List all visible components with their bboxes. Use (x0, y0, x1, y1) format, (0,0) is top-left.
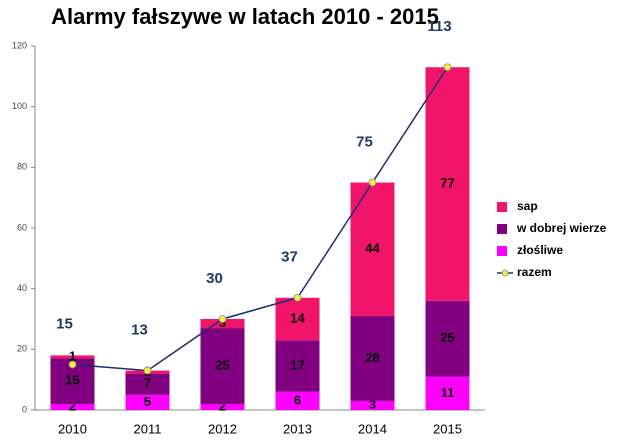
total-label: 113 (427, 18, 451, 35)
data-label: 25 (440, 330, 454, 345)
chart-title: Alarmy fałszywe w latach 2010 - 2015 (51, 4, 439, 29)
bar-segment (50, 403, 95, 410)
data-label: 3 (369, 397, 376, 412)
data-label: 2 (69, 398, 76, 413)
bar-segment (125, 394, 170, 410)
legend-swatch (497, 224, 507, 234)
data-label: 5 (144, 394, 151, 409)
x-tick-label: 2010 (58, 421, 87, 436)
data-label: 15 (65, 373, 79, 388)
legend-swatch (497, 202, 507, 212)
data-label: 2 (219, 398, 226, 413)
data-label: 7 (144, 376, 151, 391)
x-tick-label: 2012 (208, 421, 237, 436)
total-label: 13 (131, 322, 148, 339)
data-label: 11 (441, 385, 455, 400)
y-tick-label: 80 (17, 162, 27, 172)
bar-segment (125, 373, 170, 395)
line-marker (368, 178, 377, 187)
data-label: 77 (440, 175, 454, 190)
line-marker (293, 293, 302, 302)
bar-segment (425, 376, 470, 410)
line-marker (143, 366, 152, 375)
legend-label: sap (517, 199, 538, 213)
data-label: 6 (294, 392, 301, 407)
total-label: 75 (356, 133, 373, 150)
legend-swatch (497, 246, 507, 256)
y-tick-label: 120 (12, 40, 27, 50)
bar-segment (350, 315, 395, 401)
data-label: 14 (290, 310, 305, 325)
total-label: 15 (56, 315, 73, 332)
data-label: 28 (365, 350, 379, 365)
legend-label: w dobrej wierze (516, 221, 607, 235)
line-marker (68, 360, 77, 369)
bar-segment (275, 297, 320, 341)
bar-segment (275, 340, 320, 392)
bar-segment (200, 403, 245, 410)
bar-segment (50, 355, 95, 359)
y-tick-label: 60 (17, 222, 27, 232)
legend-label: złośliwe (517, 243, 563, 257)
legend-label: razem (517, 265, 552, 279)
total-label: 30 (206, 270, 223, 287)
line-marker (443, 63, 452, 72)
x-tick-label: 2015 (433, 421, 462, 436)
data-label: 17 (290, 357, 304, 372)
line-marker (218, 315, 227, 323)
y-tick-label: 40 (17, 283, 27, 293)
bar-segment (425, 67, 470, 301)
x-tick-label: 2014 (358, 421, 387, 436)
data-label: 44 (365, 241, 380, 256)
y-tick-label: 100 (12, 101, 27, 111)
y-tick-label: 0 (22, 404, 27, 414)
bar-segment (275, 391, 320, 410)
bar-segment (200, 319, 245, 329)
data-label: 25 (215, 357, 229, 372)
x-tick-label: 2013 (283, 421, 312, 436)
total-label: 37 (281, 249, 298, 266)
bar-segment (350, 400, 395, 410)
legend-marker (501, 269, 509, 277)
line (72, 66, 449, 372)
x-tick-label: 2011 (134, 421, 162, 436)
data-label: 1 (69, 348, 76, 363)
bar-segment (200, 328, 245, 404)
y-tick-label: 20 (17, 344, 27, 354)
bar-segment (425, 300, 470, 377)
